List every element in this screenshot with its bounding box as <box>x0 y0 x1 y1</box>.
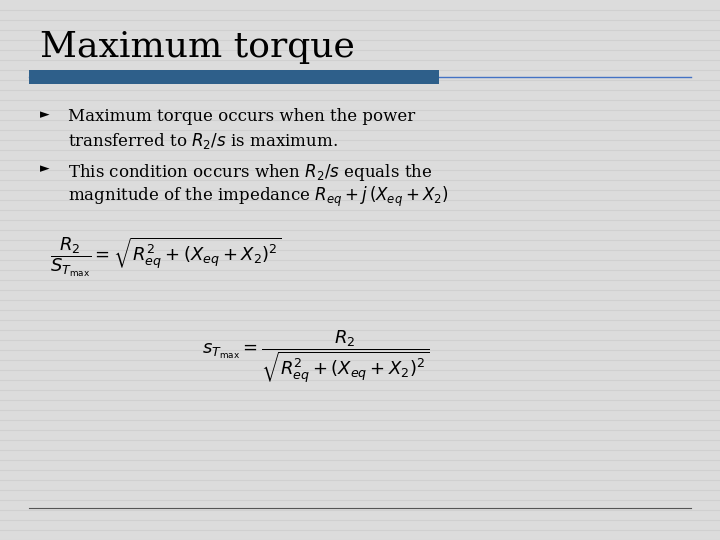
Text: $s_{T_{\mathrm{max}}} = \dfrac{R_2}{\sqrt{R_{eq}^2 + (X_{eq} + X_2)^2}}$: $s_{T_{\mathrm{max}}} = \dfrac{R_2}{\sqr… <box>202 329 429 387</box>
Text: Maximum torque: Maximum torque <box>40 30 354 64</box>
Text: $\dfrac{R_2}{S_{T_{\mathrm{max}}}} = \sqrt{R_{eq}^2 + (X_{eq} + X_2)^2}$: $\dfrac{R_2}{S_{T_{\mathrm{max}}}} = \sq… <box>50 235 282 279</box>
Text: Maximum torque occurs when the power: Maximum torque occurs when the power <box>68 108 415 125</box>
Text: transferred to $R_2/s$ is maximum.: transferred to $R_2/s$ is maximum. <box>68 131 338 151</box>
Text: ►: ► <box>40 108 49 121</box>
Text: magnitude of the impedance $R_{eq} + j\,(X_{eq} + X_2)$: magnitude of the impedance $R_{eq} + j\,… <box>68 185 449 209</box>
Text: This condition occurs when $R_2/s$ equals the: This condition occurs when $R_2/s$ equal… <box>68 162 433 183</box>
Text: ►: ► <box>40 162 49 175</box>
Bar <box>29 70 439 84</box>
